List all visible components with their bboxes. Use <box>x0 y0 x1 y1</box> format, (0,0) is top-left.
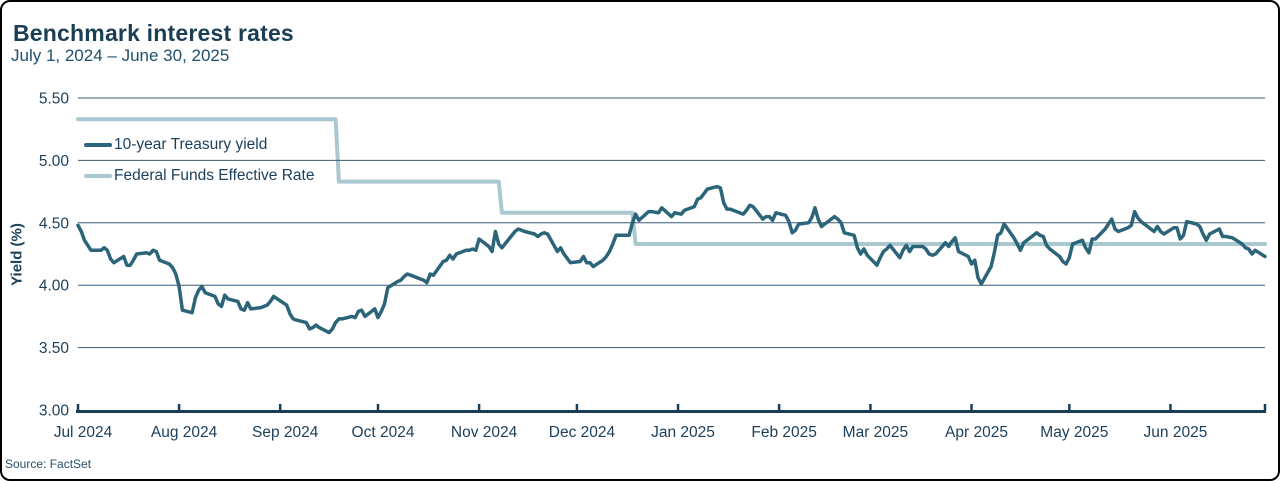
x-tick-label: Jan 2025 <box>651 424 715 441</box>
x-tick-label: Apr 2025 <box>945 424 1008 441</box>
chart-date-range-subtitle: July 1, 2024 – June 30, 2025 <box>11 46 230 65</box>
treasury-line-swatch <box>84 143 112 147</box>
y-tick-label: 5.00 <box>39 153 70 170</box>
treasury-line <box>76 184 1267 335</box>
x-tick-label: Jun 2025 <box>1144 424 1208 441</box>
x-tick-label: Sep 2024 <box>252 424 319 441</box>
x-tick-label: Aug 2024 <box>151 424 218 441</box>
x-tick-label: Feb 2025 <box>751 424 817 441</box>
x-tick-label: Jul 2024 <box>54 424 113 441</box>
x-tick-label: Nov 2024 <box>451 424 518 441</box>
x-tick-label: May 2025 <box>1040 424 1108 441</box>
legend-item-fed-funds: Federal Funds Effective Rate <box>84 167 314 185</box>
y-tick-label: 5.50 <box>39 91 70 108</box>
source-attribution: Source: FactSet <box>5 457 92 471</box>
legend-label-treasury: 10-year Treasury yield <box>114 136 268 153</box>
legend-item-treasury: 10-year Treasury yield <box>84 136 314 154</box>
y-tick-label: 3.00 <box>39 403 70 420</box>
fed-funds-line <box>76 117 1267 246</box>
legend-label-fed-funds: Federal Funds Effective Rate <box>114 167 315 184</box>
x-tick-label: Mar 2025 <box>843 424 908 441</box>
y-tick-label: 4.50 <box>39 215 70 232</box>
y-tick-label: 3.50 <box>39 340 70 357</box>
x-tick-label: Dec 2024 <box>549 424 616 441</box>
y-tick-label: 4.00 <box>39 278 70 295</box>
x-tick-label: Oct 2024 <box>352 424 415 441</box>
page-title: Benchmark interest rates <box>13 20 294 47</box>
fed-funds-line-swatch <box>84 174 112 178</box>
chart-legend: 10-year Treasury yield Federal Funds Eff… <box>84 136 314 185</box>
